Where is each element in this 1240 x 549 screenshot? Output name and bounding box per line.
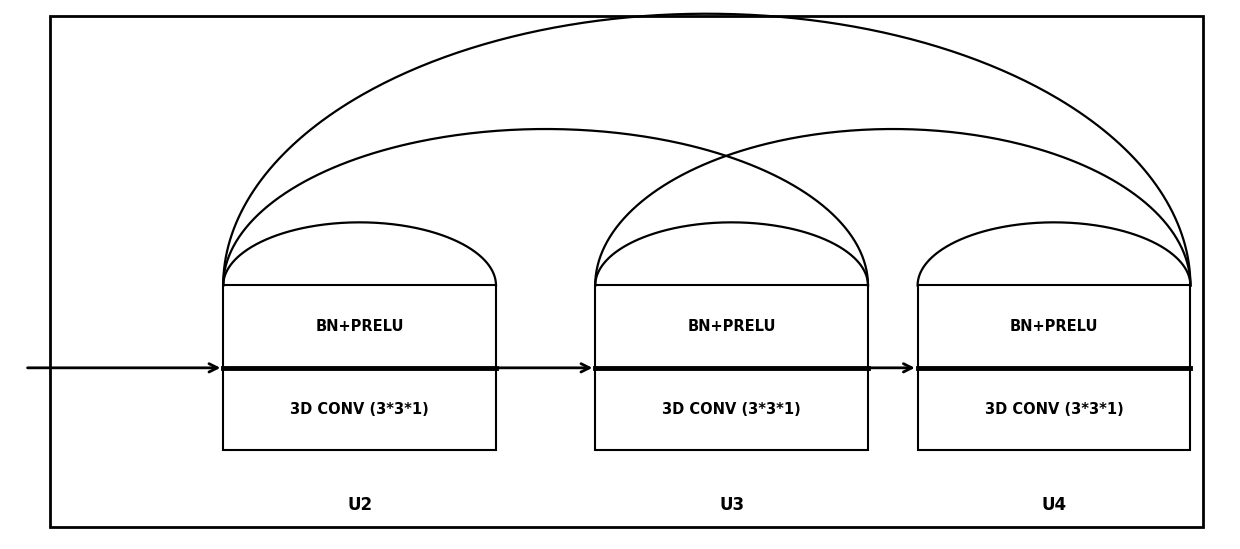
Text: BN+PRELU: BN+PRELU <box>687 319 776 334</box>
Text: U2: U2 <box>347 496 372 514</box>
Bar <box>918 285 1190 450</box>
Text: 3D CONV (3*3*1): 3D CONV (3*3*1) <box>290 401 429 417</box>
Text: BN+PRELU: BN+PRELU <box>1009 319 1099 334</box>
Bar <box>223 285 496 450</box>
Text: U3: U3 <box>719 496 744 514</box>
Text: BN+PRELU: BN+PRELU <box>315 319 404 334</box>
Text: U4: U4 <box>1042 496 1066 514</box>
Bar <box>595 285 868 450</box>
Text: 3D CONV (3*3*1): 3D CONV (3*3*1) <box>662 401 801 417</box>
Text: 3D CONV (3*3*1): 3D CONV (3*3*1) <box>985 401 1123 417</box>
